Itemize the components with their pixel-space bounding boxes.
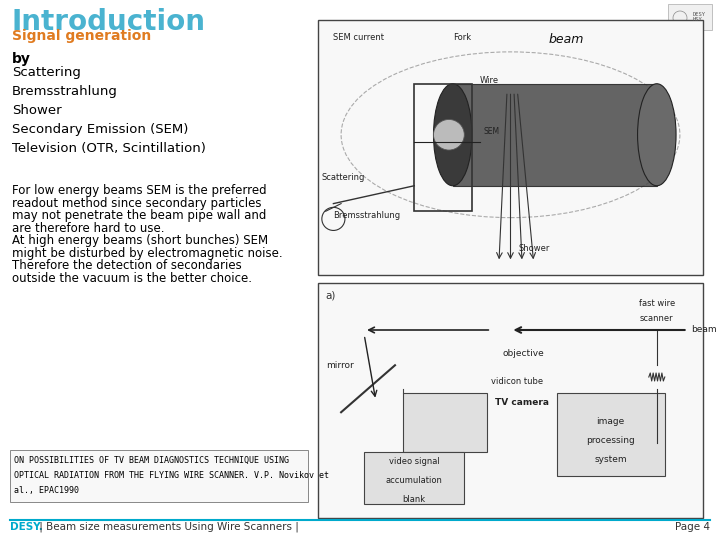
Text: Therefore the detection of secondaries: Therefore the detection of secondaries xyxy=(12,259,242,272)
Text: processing: processing xyxy=(586,436,635,445)
FancyBboxPatch shape xyxy=(318,20,703,275)
Text: vidicon tube: vidicon tube xyxy=(491,377,544,386)
FancyBboxPatch shape xyxy=(364,452,464,504)
Text: SEM: SEM xyxy=(484,127,500,136)
Text: objective: objective xyxy=(503,349,544,358)
Text: Television (OTR, Scintillation): Television (OTR, Scintillation) xyxy=(12,142,206,155)
Text: scanner: scanner xyxy=(640,314,674,322)
Text: fast wire: fast wire xyxy=(639,300,675,308)
Text: ON POSSIBILITIES OF TV BEAM DIAGNOSTICS TECHNIQUE USING: ON POSSIBILITIES OF TV BEAM DIAGNOSTICS … xyxy=(14,456,289,465)
Text: mirror: mirror xyxy=(325,361,354,370)
Text: DESY
HSY: DESY HSY xyxy=(693,11,706,22)
Text: | Beam size measurements Using Wire Scanners |: | Beam size measurements Using Wire Scan… xyxy=(36,522,299,532)
FancyBboxPatch shape xyxy=(402,394,487,452)
Text: Shower: Shower xyxy=(12,104,62,117)
Text: Secondary Emission (SEM): Secondary Emission (SEM) xyxy=(12,123,189,136)
Text: SEM current: SEM current xyxy=(333,33,384,42)
Text: readout method since secondary particles: readout method since secondary particles xyxy=(12,197,261,210)
Text: Fork: Fork xyxy=(453,33,471,42)
Text: al., EPAC1990: al., EPAC1990 xyxy=(14,486,79,495)
Text: TV camera: TV camera xyxy=(495,399,549,407)
Text: by: by xyxy=(12,52,31,66)
Text: Scattering: Scattering xyxy=(12,66,81,79)
Text: image: image xyxy=(596,417,625,426)
Text: For low energy beams SEM is the preferred: For low energy beams SEM is the preferre… xyxy=(12,184,266,197)
Text: video signal: video signal xyxy=(389,457,440,466)
Text: Scattering: Scattering xyxy=(322,173,365,182)
Text: Wire: Wire xyxy=(480,76,499,85)
Text: beam: beam xyxy=(549,33,585,46)
FancyBboxPatch shape xyxy=(10,450,308,502)
Ellipse shape xyxy=(433,84,472,186)
Text: Signal generation: Signal generation xyxy=(12,29,151,43)
Text: accumulation: accumulation xyxy=(386,476,443,485)
Text: Bremsstrahlung: Bremsstrahlung xyxy=(333,211,400,220)
Text: a): a) xyxy=(325,290,336,300)
FancyBboxPatch shape xyxy=(557,394,665,476)
Text: blank: blank xyxy=(402,495,426,503)
Polygon shape xyxy=(453,84,657,186)
Text: system: system xyxy=(594,455,627,463)
Text: Page 4: Page 4 xyxy=(675,522,710,532)
Text: beam: beam xyxy=(691,326,717,334)
Text: Shower: Shower xyxy=(518,245,549,253)
Ellipse shape xyxy=(637,84,676,186)
Text: are therefore hard to use.: are therefore hard to use. xyxy=(12,221,164,234)
Text: Introduction: Introduction xyxy=(12,8,206,36)
Text: may not penetrate the beam pipe wall and: may not penetrate the beam pipe wall and xyxy=(12,209,266,222)
Text: Bremsstrahlung: Bremsstrahlung xyxy=(12,85,118,98)
FancyBboxPatch shape xyxy=(668,4,712,30)
Ellipse shape xyxy=(433,119,464,150)
Text: OPTICAL RADIATION FROM THE FLYING WIRE SCANNER. V.P. Novikov et: OPTICAL RADIATION FROM THE FLYING WIRE S… xyxy=(14,471,329,480)
FancyBboxPatch shape xyxy=(318,283,703,518)
Text: might be disturbed by electromagnetic noise.: might be disturbed by electromagnetic no… xyxy=(12,246,283,260)
Text: At high energy beams (short bunches) SEM: At high energy beams (short bunches) SEM xyxy=(12,234,268,247)
Text: DESY.: DESY. xyxy=(10,522,43,532)
Text: outside the vacuum is the better choice.: outside the vacuum is the better choice. xyxy=(12,272,252,285)
